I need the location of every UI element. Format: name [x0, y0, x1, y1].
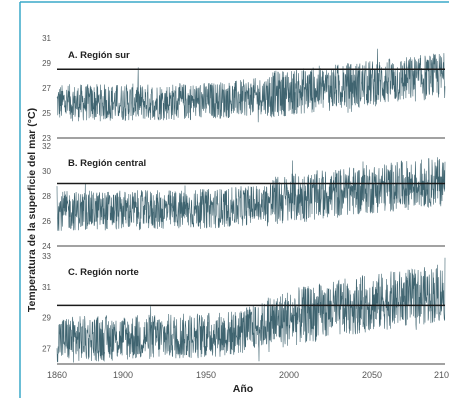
y-tick-label: 26 — [42, 217, 51, 226]
y-tick-label: 31 — [42, 34, 51, 43]
x-tick-label: 1860 — [47, 370, 67, 380]
x-tick-label: 2050 — [362, 370, 382, 380]
y-tick-label: 29 — [42, 314, 51, 323]
panel-title-central: B. Región central — [68, 158, 146, 169]
y-tick-labels-sur: 31 29 27 25 23 — [42, 34, 51, 143]
x-tick-labels: 1860 1900 1950 2000 2050 210 — [47, 370, 449, 380]
series-line-sur — [56, 48, 446, 123]
series-path — [56, 157, 446, 231]
series-line-central — [56, 157, 446, 231]
y-axis-label: Temperatura de la superficie del mar (°C… — [26, 108, 38, 312]
series-path — [56, 48, 446, 123]
y-tick-label: 30 — [42, 167, 51, 176]
x-tick-label: 1900 — [113, 370, 133, 380]
x-axis-label: Año — [233, 383, 253, 395]
series-path — [56, 257, 446, 363]
panel-region-sur: 31 29 27 25 23 A. Región sur — [42, 34, 446, 143]
y-tick-label: 27 — [42, 345, 51, 354]
series-line-norte — [56, 257, 446, 363]
y-tick-label: 29 — [42, 59, 51, 68]
y-tick-label: 33 — [42, 252, 51, 261]
y-tick-label: 27 — [42, 84, 51, 93]
panel-title-norte: C. Región norte — [68, 267, 139, 278]
y-tick-label: 25 — [42, 109, 51, 118]
y-tick-label: 28 — [42, 192, 51, 201]
y-tick-label: 24 — [42, 242, 51, 251]
panel-region-central: 32 30 28 26 24 B. Región central — [42, 142, 446, 251]
panel-title-sur: A. Región sur — [68, 50, 130, 61]
y-tick-labels-norte: 33 31 29 27 — [42, 252, 51, 354]
x-tick-label: 210 — [434, 370, 449, 380]
y-tick-label: 23 — [42, 134, 51, 143]
x-tick-label: 2000 — [279, 370, 299, 380]
x-tick-label: 1950 — [196, 370, 216, 380]
panel-region-norte: 33 31 29 27 C. Región norte — [42, 252, 446, 365]
y-tick-labels-central: 32 30 28 26 24 — [42, 142, 51, 251]
y-tick-label: 31 — [42, 283, 51, 292]
y-tick-label: 32 — [42, 142, 51, 151]
